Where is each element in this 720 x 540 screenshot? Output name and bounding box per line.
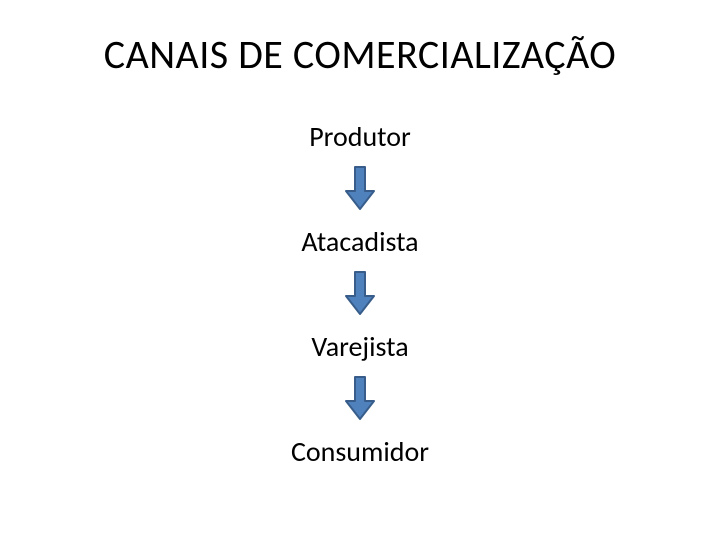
node-varejista: Varejista <box>311 329 408 364</box>
arrow-down-icon <box>345 271 375 315</box>
arrow-down-icon <box>345 376 375 420</box>
diagram-title: CANAIS DE COMERCIALIZAÇÃO <box>0 30 720 79</box>
arrow-down-icon <box>345 166 375 210</box>
node-consumidor: Consumidor <box>291 434 429 469</box>
flow-container: Produtor Atacadista Varejista Consumidor <box>0 115 720 473</box>
node-atacadista: Atacadista <box>301 224 418 259</box>
node-produtor: Produtor <box>309 119 411 154</box>
